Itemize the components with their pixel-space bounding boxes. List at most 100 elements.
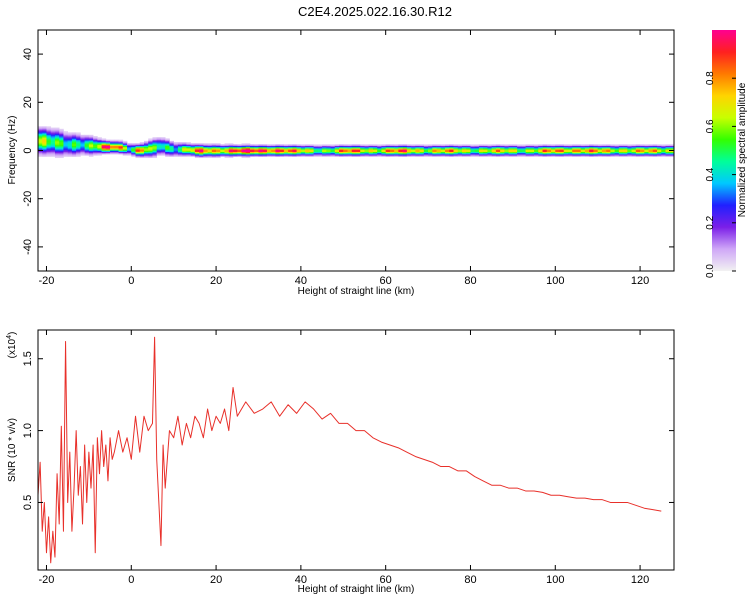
spectrogram-cell bbox=[377, 151, 382, 154]
spectrogram-cell bbox=[652, 155, 658, 157]
spectrogram-cell bbox=[572, 146, 577, 149]
spectrogram-cell bbox=[563, 148, 569, 150]
spectrogram-cell bbox=[665, 148, 671, 150]
spectrogram-cell bbox=[262, 154, 268, 156]
spectrogram-cell bbox=[165, 148, 170, 150]
spectrogram-cell bbox=[618, 155, 624, 157]
spectrogram-cell bbox=[76, 151, 81, 154]
spectrogram-cell bbox=[339, 149, 344, 151]
spectrogram-cell bbox=[173, 148, 179, 150]
spectrogram-cell bbox=[436, 149, 442, 151]
spectrogram-cell bbox=[313, 154, 319, 156]
spectrogram-cell bbox=[517, 152, 522, 155]
spectrogram-cell bbox=[93, 138, 98, 140]
spectrogram-cell bbox=[203, 143, 208, 145]
spectrogram-cell bbox=[152, 152, 158, 155]
spectrogram-cell bbox=[152, 156, 158, 159]
spectrogram-cell bbox=[88, 148, 94, 150]
spectrogram-cell bbox=[135, 151, 141, 154]
spectrogram-cell bbox=[525, 150, 531, 152]
spectrogram-cell bbox=[440, 144, 446, 146]
spectrogram-cell bbox=[211, 156, 217, 159]
spectrogram-cell bbox=[194, 149, 200, 151]
spectrogram-cell bbox=[411, 152, 416, 155]
spectrogram-cell bbox=[38, 144, 43, 146]
spectrogram-cell bbox=[84, 145, 90, 148]
spectrogram-cell bbox=[394, 151, 399, 154]
spectrogram-cell bbox=[63, 149, 68, 151]
spectrogram-cell bbox=[322, 152, 327, 155]
spectrogram-cell bbox=[559, 146, 565, 149]
spectrogram-cell bbox=[449, 150, 454, 152]
spectrogram-cell bbox=[377, 150, 382, 152]
spectrogram-cell bbox=[644, 148, 649, 150]
spectrogram-cell bbox=[534, 151, 539, 154]
spectrogram-cell bbox=[88, 154, 94, 156]
spectrogram-cell bbox=[606, 146, 611, 149]
spectrogram-cell bbox=[343, 144, 348, 146]
x-tick-label: 60 bbox=[380, 275, 392, 287]
spectrogram-cell bbox=[601, 154, 607, 156]
spectrogram-cell bbox=[59, 139, 64, 142]
spectrogram-cell bbox=[313, 151, 319, 154]
spectrogram-cell bbox=[46, 137, 52, 139]
spectrogram-cell bbox=[508, 152, 514, 155]
spectrogram-cell bbox=[300, 154, 306, 156]
spectrogram-cell bbox=[224, 145, 230, 148]
spectrogram-cell bbox=[368, 154, 374, 156]
spectrogram-x-ticks: -20 0 20 40 60 80 100 120 bbox=[39, 30, 649, 287]
spectrogram-cell bbox=[343, 146, 348, 149]
spectrogram-cell bbox=[347, 152, 353, 155]
spectrogram-cell bbox=[652, 149, 658, 151]
spectrogram-cell bbox=[139, 151, 145, 154]
spectrogram-cell bbox=[627, 151, 632, 154]
spectrogram-cell bbox=[228, 154, 234, 156]
spectrogram-cell bbox=[283, 151, 289, 154]
spectrogram-cell bbox=[478, 154, 484, 156]
spectrogram-cell bbox=[330, 149, 336, 151]
spectrogram-cell bbox=[38, 146, 43, 149]
spectrogram-cell bbox=[529, 144, 535, 146]
spectrogram-cell bbox=[76, 146, 81, 149]
spectrogram-cell bbox=[377, 148, 382, 150]
spectrogram-cell bbox=[572, 151, 577, 154]
spectrogram-cell bbox=[445, 154, 450, 156]
spectrogram-cell bbox=[110, 145, 115, 148]
spectrogram-cell bbox=[122, 151, 128, 154]
spectrogram-cell bbox=[580, 148, 586, 150]
spectrogram-cell bbox=[182, 155, 187, 157]
spectrogram-cell bbox=[63, 150, 68, 152]
spectrogram-cell bbox=[63, 143, 68, 145]
spectrogram-cell bbox=[46, 155, 52, 157]
spectrogram-cell bbox=[54, 152, 60, 155]
spectrogram-cell bbox=[584, 155, 590, 157]
spectrogram-cell bbox=[152, 145, 158, 148]
spectrogram-cell bbox=[368, 151, 374, 154]
spectrogram-cell bbox=[211, 150, 217, 152]
spectrogram-cell bbox=[105, 151, 111, 154]
spectrogram-cell bbox=[67, 151, 73, 154]
spectrogram-cell bbox=[326, 149, 331, 151]
spectrogram-cell bbox=[105, 140, 111, 143]
spectrogram-cell bbox=[262, 148, 268, 150]
spectrogram-cell bbox=[296, 151, 302, 154]
spectrogram-cell bbox=[144, 145, 149, 148]
spectrogram-cell bbox=[194, 152, 200, 155]
spectrogram-cell bbox=[330, 144, 336, 146]
spectrogram-cell bbox=[665, 145, 671, 148]
spectrogram-cell bbox=[300, 146, 306, 149]
spectrogram-cell bbox=[211, 152, 217, 155]
spectrogram-cell bbox=[474, 148, 480, 150]
spectrogram-cell bbox=[402, 154, 408, 156]
y-tick-label: 1.0 bbox=[22, 423, 34, 438]
spectrogram-cell bbox=[640, 150, 645, 152]
spectrogram-cell bbox=[88, 140, 94, 143]
spectrogram-cell bbox=[182, 143, 187, 145]
spectrogram-cell bbox=[199, 149, 204, 151]
spectrogram-cell bbox=[173, 151, 179, 154]
spectrogram-cell bbox=[627, 146, 632, 149]
spectrogram-cell bbox=[305, 146, 310, 149]
spectrogram-cell bbox=[169, 149, 174, 151]
